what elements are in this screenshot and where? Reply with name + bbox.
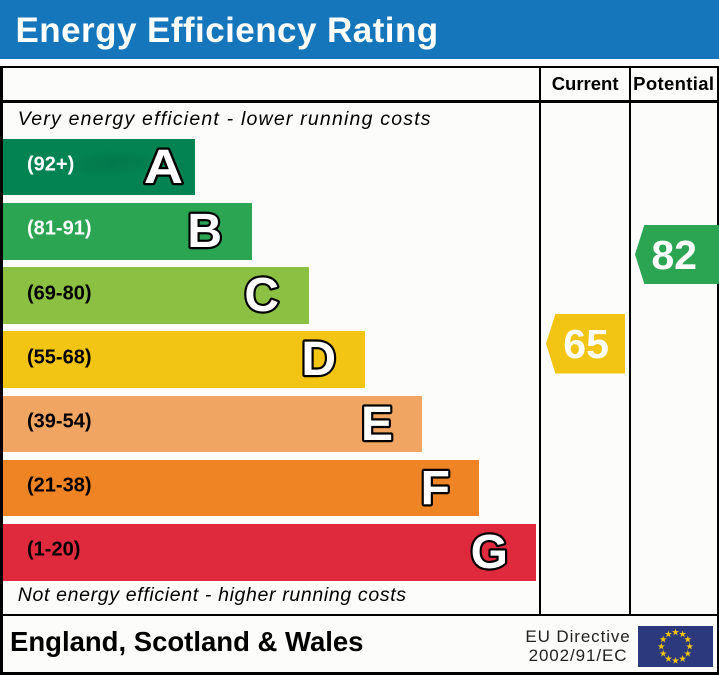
svg-text:82: 82 — [652, 232, 698, 278]
svg-text:A: A — [143, 140, 182, 193]
svg-text:B: B — [188, 205, 223, 258]
svg-text:G: G — [471, 526, 508, 579]
svg-text:C: C — [244, 269, 279, 322]
svg-text:65: 65 — [563, 321, 609, 367]
svg-text:F: F — [420, 462, 449, 515]
svg-text:E: E — [361, 397, 393, 450]
svg-text:D: D — [302, 333, 337, 386]
